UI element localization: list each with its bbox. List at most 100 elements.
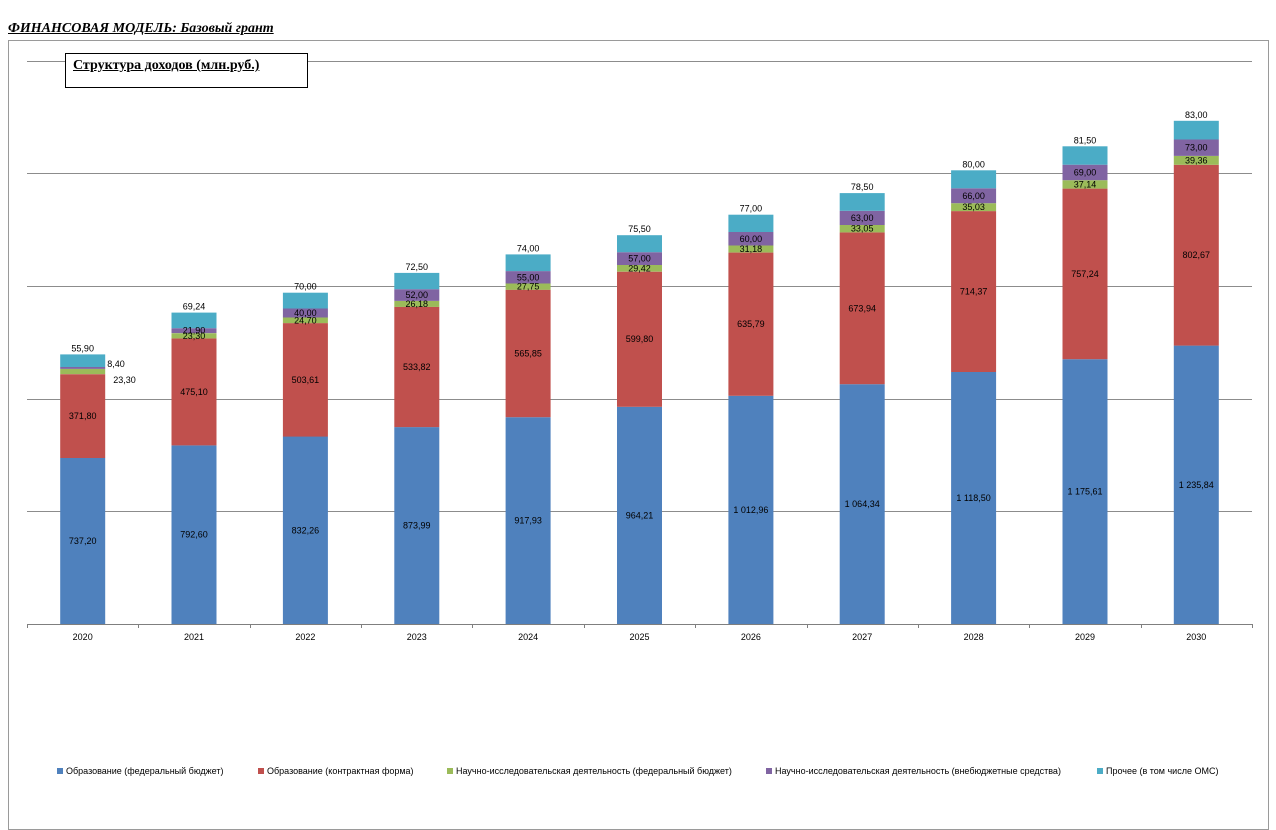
data-label: 23,30 xyxy=(113,375,136,385)
bar-segment xyxy=(1062,180,1108,189)
bar-segment xyxy=(728,395,774,624)
bar-segment xyxy=(1173,345,1219,624)
x-tick-label: 2020 xyxy=(73,632,93,642)
x-tick-label: 2030 xyxy=(1186,632,1206,642)
legend-label: Образование (федеральный бюджет) xyxy=(66,766,224,776)
chart-title-box: Структура доходов (млн.руб.) xyxy=(65,53,308,88)
bar-segment xyxy=(394,427,440,624)
data-label: 371,80 xyxy=(69,411,97,421)
data-label: 565,85 xyxy=(514,349,542,359)
x-tick-label: 2023 xyxy=(407,632,427,642)
legend-label: Научно-исследовательская деятельность (в… xyxy=(775,766,1061,776)
data-label: 37,14 xyxy=(1074,179,1097,189)
x-tick-label: 2025 xyxy=(629,632,649,642)
bar-segment xyxy=(728,232,774,246)
data-label: 81,50 xyxy=(1074,135,1097,145)
bar-segment xyxy=(728,252,774,396)
data-label: 78,50 xyxy=(851,182,874,192)
page-title: ФИНАНСОВАЯ МОДЕЛЬ: Базовый грант xyxy=(8,21,274,36)
bar-segment xyxy=(617,265,662,272)
data-label: 26,18 xyxy=(406,299,429,309)
data-label: 1 064,34 xyxy=(845,499,880,509)
data-label: 70,00 xyxy=(294,282,317,292)
data-label: 69,24 xyxy=(183,302,206,312)
x-tick-label: 2021 xyxy=(184,632,204,642)
data-label: 80,00 xyxy=(962,159,985,169)
data-label: 917,93 xyxy=(514,516,542,526)
bar-segment xyxy=(728,245,774,253)
data-label: 964,21 xyxy=(626,510,654,520)
data-label: 35,03 xyxy=(962,202,985,212)
data-label: 635,79 xyxy=(737,319,765,329)
data-label: 69,00 xyxy=(1074,167,1097,177)
x-tick-label: 2028 xyxy=(964,632,984,642)
bar-segment xyxy=(617,271,662,407)
x-tick-label: 2022 xyxy=(295,632,315,642)
bar-segment xyxy=(1173,120,1219,140)
bar-segment xyxy=(505,417,551,624)
data-label: 714,37 xyxy=(960,287,988,297)
data-label: 27,75 xyxy=(517,282,540,292)
bar-segment xyxy=(1173,164,1219,346)
legend-item: Образование (федеральный бюджет) xyxy=(57,766,223,776)
bar-segment xyxy=(505,283,551,290)
x-tick-label: 2024 xyxy=(518,632,538,642)
data-label: 74,00 xyxy=(517,243,540,253)
data-label: 8,40 xyxy=(107,359,125,369)
x-tick-label: 2029 xyxy=(1075,632,1095,642)
legend-label: Прочее (в том числе ОМС) xyxy=(1106,766,1219,776)
data-label: 57,00 xyxy=(628,254,651,264)
bar-segment xyxy=(282,436,328,624)
bar-segment xyxy=(617,235,662,253)
bar-segment xyxy=(60,368,106,375)
bar-segment xyxy=(60,457,106,624)
x-axis: 2020 2021 2022 2023 2024 2025 2026 2027 2028 2029… xyxy=(27,624,1253,642)
bar-segment xyxy=(282,317,328,324)
data-label: 77,00 xyxy=(740,204,763,214)
bar-segment xyxy=(1062,164,1108,181)
bar-segment xyxy=(617,406,662,624)
legend-label: Образование (контрактная форма) xyxy=(267,766,414,776)
bar-segment xyxy=(171,312,217,329)
bars xyxy=(60,120,1219,624)
bar-segment xyxy=(839,193,885,211)
bar-segment xyxy=(839,384,885,624)
data-label: 23,30 xyxy=(183,331,206,341)
data-label: 52,00 xyxy=(406,290,429,300)
data-label: 63,00 xyxy=(851,213,874,223)
bar-segment xyxy=(282,308,328,318)
bar-segment xyxy=(1062,188,1108,360)
bar-segment xyxy=(1173,139,1219,156)
legend: Образование (федеральный бюджет) Образова… xyxy=(57,766,1257,778)
bar-segment xyxy=(60,354,106,367)
data-label: 75,50 xyxy=(628,224,651,234)
bar-segment xyxy=(60,374,106,458)
legend-swatch xyxy=(1097,768,1103,774)
data-label: 737,20 xyxy=(69,536,97,546)
legend-label: Научно-исследовательская деятельность (ф… xyxy=(456,766,732,776)
bar-segment xyxy=(282,323,328,437)
legend-item: Научно-исследовательская деятельность (в… xyxy=(766,766,1061,776)
data-label: 533,82 xyxy=(403,362,431,372)
bar-segment xyxy=(951,211,997,372)
bar-segment xyxy=(60,367,106,369)
legend-item: Научно-исследовательская деятельность (ф… xyxy=(447,766,732,776)
data-label: 55,00 xyxy=(517,272,540,282)
data-label: 1 175,61 xyxy=(1067,487,1102,497)
chart-title: Структура доходов (млн.руб.) xyxy=(73,58,260,73)
data-label: 72,50 xyxy=(406,262,429,272)
data-label: 39,36 xyxy=(1185,155,1208,165)
legend-swatch xyxy=(57,768,63,774)
bar-segment xyxy=(839,210,885,225)
bar-segment xyxy=(171,445,217,624)
legend-swatch xyxy=(766,768,772,774)
data-label: 1 118,50 xyxy=(956,493,990,503)
bar-segment xyxy=(617,252,662,265)
data-label: 73,00 xyxy=(1185,143,1208,153)
bar-segment xyxy=(951,188,997,204)
data-label: 832,26 xyxy=(292,525,320,535)
bar-segment xyxy=(171,333,217,339)
data-label: 673,94 xyxy=(848,303,876,313)
bar-segment xyxy=(394,272,440,290)
bar-segment xyxy=(839,232,885,385)
